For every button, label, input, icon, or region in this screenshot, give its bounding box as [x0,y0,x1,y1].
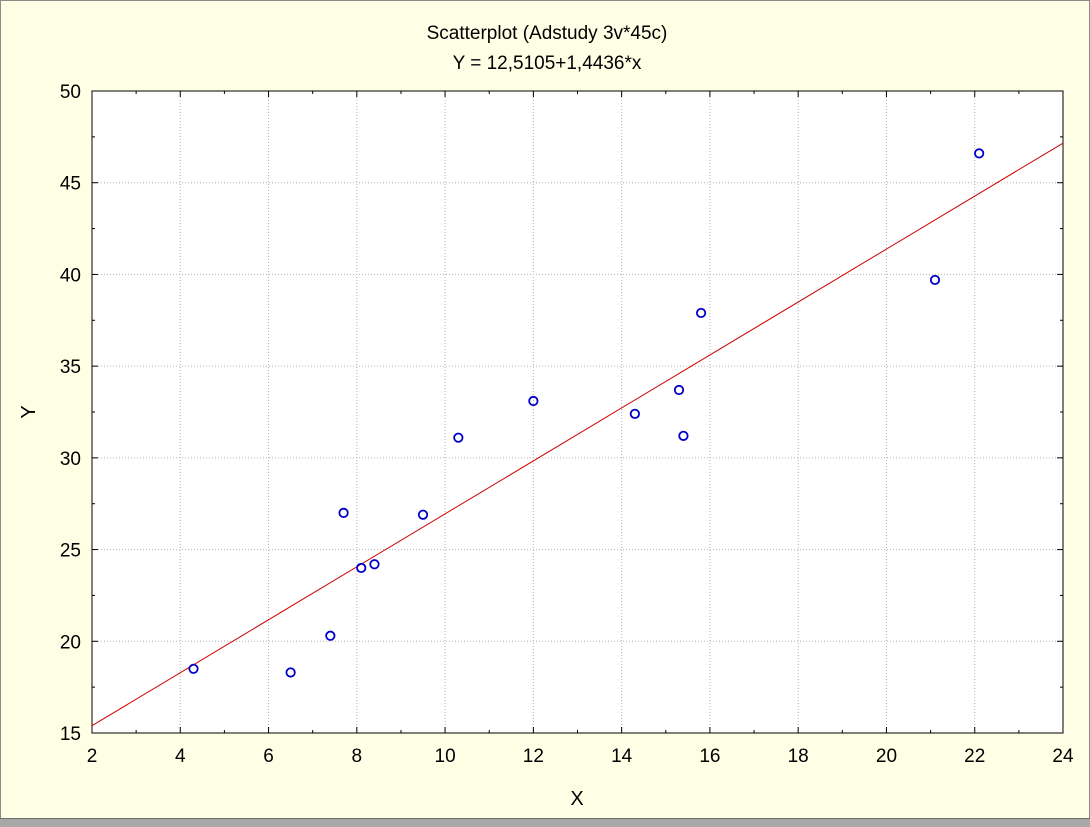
data-point [325,630,336,641]
chart-title: Scatterplot (Adstudy 3v*45c) [427,23,668,44]
x-tick-label: 6 [263,746,274,767]
data-point [695,307,707,319]
y-tick-label: 25 [60,541,81,562]
y-axis-tick-labels: 15 20 25 30 35 40 45 50 [60,82,81,745]
regression-line-group [91,142,1064,727]
x-tick-label: 10 [435,746,456,767]
grid-lines [92,91,1063,733]
data-point [929,274,941,286]
data-point [188,663,199,674]
window-bottom-bar [0,818,1090,827]
plot-area [92,91,1063,733]
data-point [528,395,539,407]
y-tick-label: 50 [60,82,81,103]
data-point [285,667,296,678]
x-tick-label: 4 [175,746,186,767]
x-tick-label: 22 [964,746,985,767]
x-tick-label: 14 [611,746,633,767]
x-axis-label: X [570,788,583,810]
x-tick-label: 8 [352,746,363,767]
axis-ticks [91,90,1064,734]
y-tick-label: 45 [60,174,81,195]
data-point [678,430,689,441]
y-tick-label: 15 [60,724,81,745]
x-axis-tick-labels: 2 4 6 8 10 12 14 16 18 20 22 24 [87,746,1074,767]
data-points [188,148,985,678]
regression-line [91,142,1064,727]
data-point [673,384,685,396]
x-tick-label: 24 [1052,746,1074,767]
x-tick-label: 12 [523,746,544,767]
y-tick-label: 35 [60,357,81,378]
data-point [629,408,640,419]
x-tick-label: 20 [876,746,897,767]
data-point [453,432,464,443]
data-point [338,507,349,518]
y-axis-label: Y [18,405,40,418]
data-point [417,509,429,520]
data-point [369,559,380,570]
x-tick-label: 16 [699,746,720,767]
y-tick-label: 20 [60,632,81,653]
data-point [974,148,985,159]
data-point [356,562,367,574]
x-tick-label: 18 [788,746,809,767]
x-tick-label: 2 [87,746,98,767]
y-tick-label: 30 [60,449,81,470]
chart-subtitle: Y = 12,5105+1,4436*x [453,53,642,74]
y-tick-label: 40 [60,265,81,286]
